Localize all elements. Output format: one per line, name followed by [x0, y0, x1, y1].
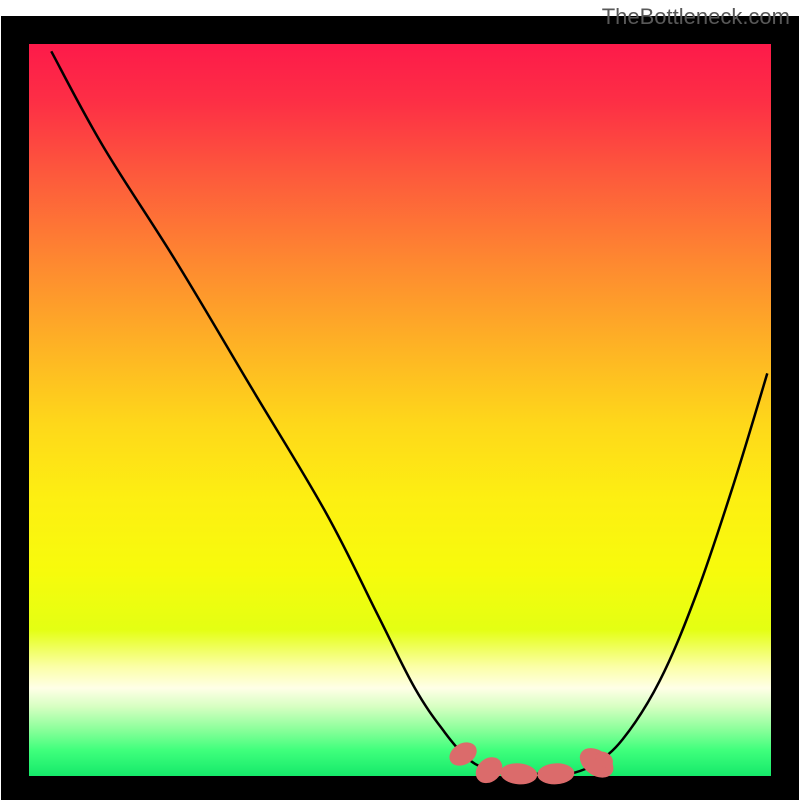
- chart-background: [29, 44, 771, 776]
- watermark-text: TheBottleneck.com: [602, 4, 790, 30]
- chart-container: TheBottleneck.com: [0, 0, 800, 800]
- bottleneck-chart: [0, 0, 800, 800]
